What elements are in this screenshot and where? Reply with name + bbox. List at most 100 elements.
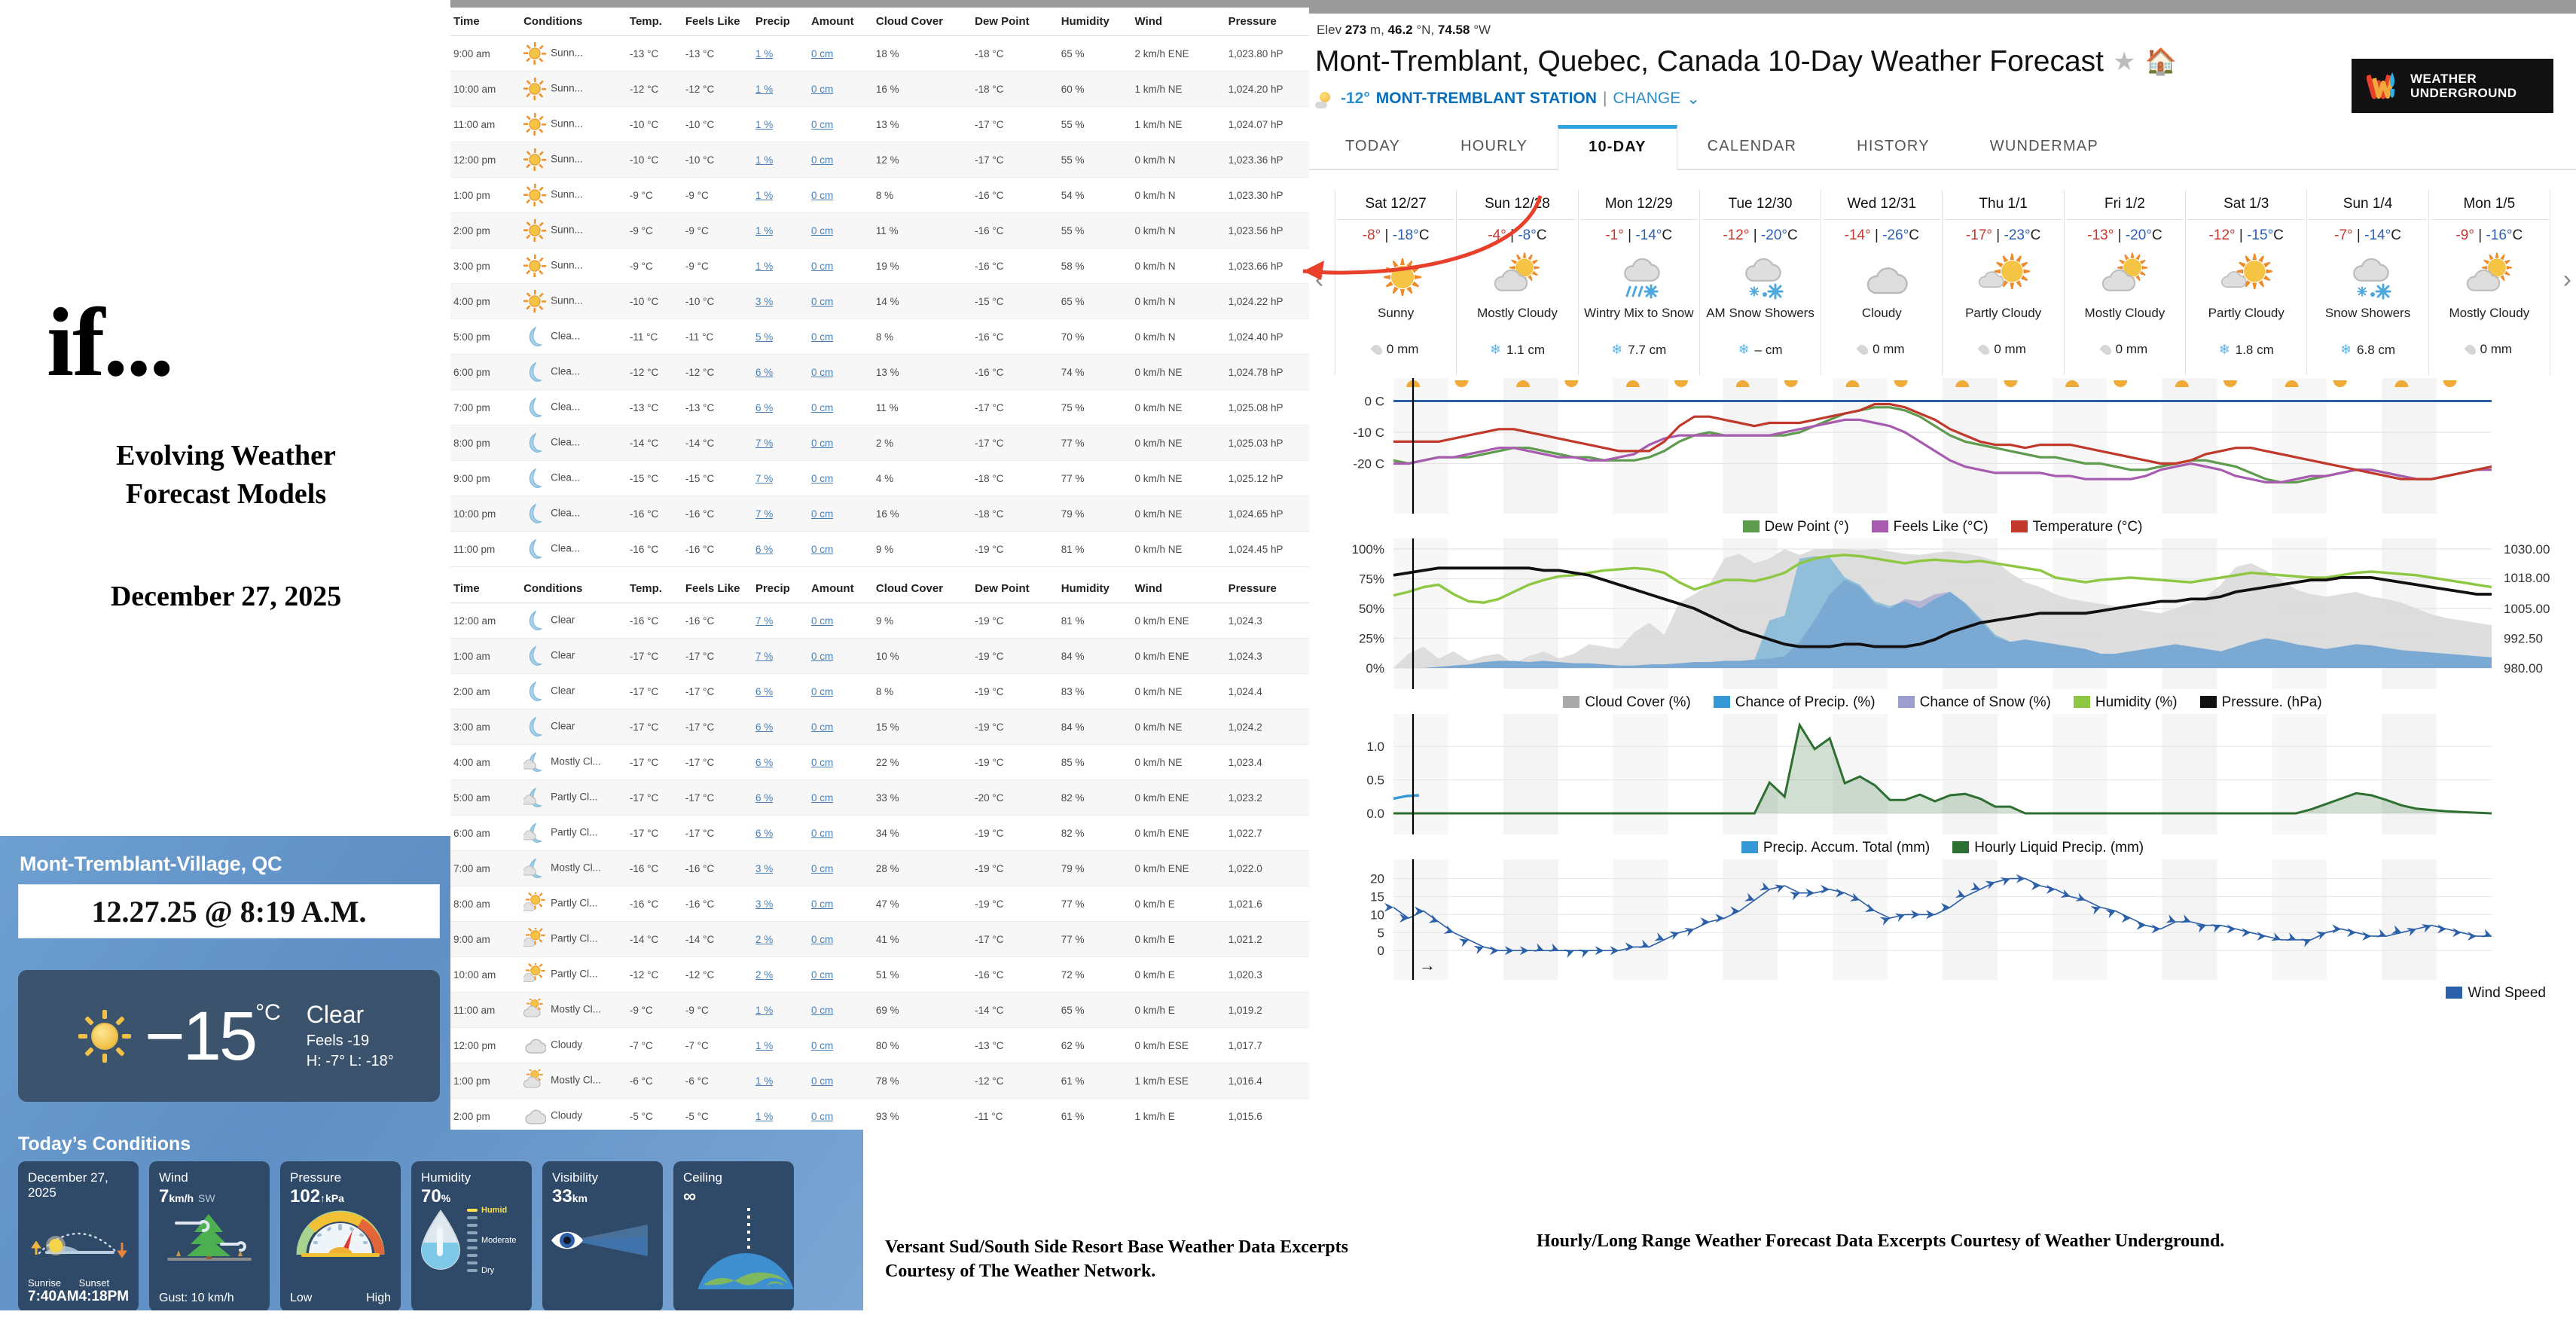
precip-link[interactable]: 1 % — [755, 1004, 774, 1016]
favorite-star-icon[interactable]: ★ — [2112, 47, 2136, 76]
amount-link[interactable]: 0 cm — [810, 1004, 834, 1016]
precip-link[interactable]: 6 % — [755, 721, 774, 733]
amount-link[interactable]: 0 cm — [810, 685, 834, 697]
precip-link[interactable]: 1 % — [755, 189, 774, 201]
card-wind[interactable]: Wind 7km/h SW Gust: 10 km/h — [149, 1161, 270, 1310]
precip-link[interactable]: 1 % — [755, 83, 774, 95]
tab-today[interactable]: TODAY — [1345, 138, 1401, 154]
precip-link[interactable]: 6 % — [755, 366, 774, 378]
amount-link[interactable]: 0 cm — [810, 1110, 834, 1122]
precip-link[interactable]: 3 % — [755, 862, 774, 874]
day-card[interactable]: Mon 12/29 -1° | -14°C Wintry Mix to Snow ❄ 7… — [1577, 190, 1699, 375]
precip-link[interactable]: 7 % — [755, 615, 774, 627]
prev-days-arrow[interactable]: ‹ — [1315, 265, 1324, 294]
legend-item[interactable]: Hourly Liquid Precip. (mm) — [1952, 840, 2144, 856]
precip-link[interactable]: 1 % — [755, 1039, 774, 1051]
precip-link[interactable]: 6 % — [755, 543, 774, 555]
legend-item[interactable]: Pressure. (hPa) — [2199, 694, 2322, 711]
amount-link[interactable]: 0 cm — [810, 508, 834, 520]
amount-link[interactable]: 0 cm — [810, 1039, 834, 1051]
tab-calendar[interactable]: CALENDAR — [1707, 138, 1797, 154]
precip-link[interactable]: 3 % — [755, 295, 774, 307]
amount-link[interactable]: 0 cm — [810, 862, 834, 874]
precip-link[interactable]: 1 % — [755, 47, 774, 59]
amount-link[interactable]: 0 cm — [810, 366, 834, 378]
day-card[interactable]: Tue 12/30 -12° | -20°C AM Snow Showers ❄ – c… — [1699, 190, 1821, 375]
day-card[interactable]: Sat 12/27 -8° | -18°C Sunny 0 mm — [1335, 190, 1456, 375]
amount-link[interactable]: 0 cm — [810, 83, 834, 95]
next-days-arrow[interactable]: › — [2562, 265, 2571, 294]
legend-item[interactable]: Temperature (°C) — [2010, 519, 2142, 535]
precip-link[interactable]: 7 % — [755, 472, 774, 484]
legend-item[interactable]: Feels Like (°C) — [1871, 519, 1988, 535]
tab-history[interactable]: HISTORY — [1857, 138, 1930, 154]
precip-link[interactable]: 6 % — [755, 685, 774, 697]
precip-link[interactable]: 2 % — [755, 968, 774, 981]
legend-item[interactable]: Precip. Accum. Total (mm) — [1741, 840, 1930, 856]
day-card[interactable]: Sun 1/4 -7° | -14°C Snow Showers ❄ 6.8 cm — [2306, 190, 2428, 375]
card-sunrise-sunset[interactable]: December 27, 2025 Sunrise 7:40AM Sunset … — [18, 1161, 139, 1310]
precip-link[interactable]: 7 % — [755, 650, 774, 662]
precip-link[interactable]: 1 % — [755, 154, 774, 166]
amount-link[interactable]: 0 cm — [810, 756, 834, 768]
amount-link[interactable]: 0 cm — [810, 827, 834, 839]
station-name[interactable]: MONT-TREMBLANT STATION — [1375, 90, 1597, 107]
amount-link[interactable]: 0 cm — [810, 118, 834, 130]
amount-link[interactable]: 0 cm — [810, 543, 834, 555]
precip-link[interactable]: 6 % — [755, 827, 774, 839]
card-humidity[interactable]: Humidity 70% Humid Moderate Dry — [411, 1161, 532, 1310]
amount-link[interactable]: 0 cm — [810, 721, 834, 733]
precip-link[interactable]: 1 % — [755, 260, 774, 272]
amount-link[interactable]: 0 cm — [810, 650, 834, 662]
cell-cloud-cover: 18 % — [872, 35, 972, 72]
amount-link[interactable]: 0 cm — [810, 615, 834, 627]
precip-link[interactable]: 5 % — [755, 331, 774, 343]
legend-item[interactable]: Humidity (%) — [2073, 694, 2178, 711]
precip-link[interactable]: 7 % — [755, 437, 774, 449]
day-card[interactable]: Fri 1/2 -13° | -20°C Mostly Cloudy 0 mm — [2063, 190, 2185, 375]
amount-link[interactable]: 0 cm — [810, 47, 834, 59]
amount-link[interactable]: 0 cm — [810, 224, 834, 236]
precip-link[interactable]: 1 % — [755, 1075, 774, 1087]
precip-link[interactable]: 1 % — [755, 1110, 774, 1122]
card-visibility[interactable]: Visibility 33km — [542, 1161, 663, 1310]
card-pressure[interactable]: Pressure 102↑kPa L — [280, 1161, 401, 1310]
precip-link[interactable]: 6 % — [755, 792, 774, 804]
legend-item[interactable]: Chance of Snow (%) — [1897, 694, 2051, 711]
amount-link[interactable]: 0 cm — [810, 331, 834, 343]
precip-link[interactable]: 6 % — [755, 401, 774, 413]
amount-link[interactable]: 0 cm — [810, 401, 834, 413]
tab-10-day[interactable]: 10-DAY — [1558, 125, 1677, 170]
day-card[interactable]: Thu 1/1 -17° | -23°C Partly Cloudy 0 mm — [1942, 190, 2063, 375]
precip-link[interactable]: 2 % — [755, 933, 774, 945]
legend-item[interactable]: Wind Speed — [2446, 985, 2546, 1002]
amount-link[interactable]: 0 cm — [810, 792, 834, 804]
chevron-down-icon[interactable]: ⌄ — [1686, 90, 1700, 108]
day-card[interactable]: Sat 1/3 -12° | -15°C Partly Cloudy ❄ 1.8 cm — [2185, 190, 2306, 375]
amount-link[interactable]: 0 cm — [810, 1075, 834, 1087]
precip-link[interactable]: 6 % — [755, 756, 774, 768]
day-card[interactable]: Mon 1/5 -9° | -16°C Mostly Cloudy 0 mm — [2428, 190, 2550, 375]
amount-link[interactable]: 0 cm — [810, 472, 834, 484]
day-card[interactable]: Wed 12/31 -14° | -26°C Cloudy 0 mm — [1821, 190, 1942, 375]
amount-link[interactable]: 0 cm — [810, 189, 834, 201]
card-ceiling[interactable]: Ceiling ∞ — [673, 1161, 794, 1310]
precip-link[interactable]: 1 % — [755, 118, 774, 130]
amount-link[interactable]: 0 cm — [810, 260, 834, 272]
tab-hourly[interactable]: HOURLY — [1460, 138, 1528, 154]
legend-item[interactable]: Dew Point (°) — [1742, 519, 1849, 535]
amount-link[interactable]: 0 cm — [810, 968, 834, 981]
amount-link[interactable]: 0 cm — [810, 295, 834, 307]
precip-link[interactable]: 7 % — [755, 508, 774, 520]
precip-link[interactable]: 1 % — [755, 224, 774, 236]
precip-link[interactable]: 3 % — [755, 898, 774, 910]
amount-link[interactable]: 0 cm — [810, 898, 834, 910]
tab-wundermap[interactable]: WUNDERMAP — [1989, 138, 2098, 154]
amount-link[interactable]: 0 cm — [810, 154, 834, 166]
legend-item[interactable]: Cloud Cover (%) — [1563, 694, 1691, 711]
legend-item[interactable]: Chance of Precip. (%) — [1713, 694, 1876, 711]
home-icon[interactable]: 🏠 — [2144, 47, 2177, 76]
amount-link[interactable]: 0 cm — [810, 437, 834, 449]
change-station-link[interactable]: CHANGE — [1613, 90, 1681, 107]
amount-link[interactable]: 0 cm — [810, 933, 834, 945]
